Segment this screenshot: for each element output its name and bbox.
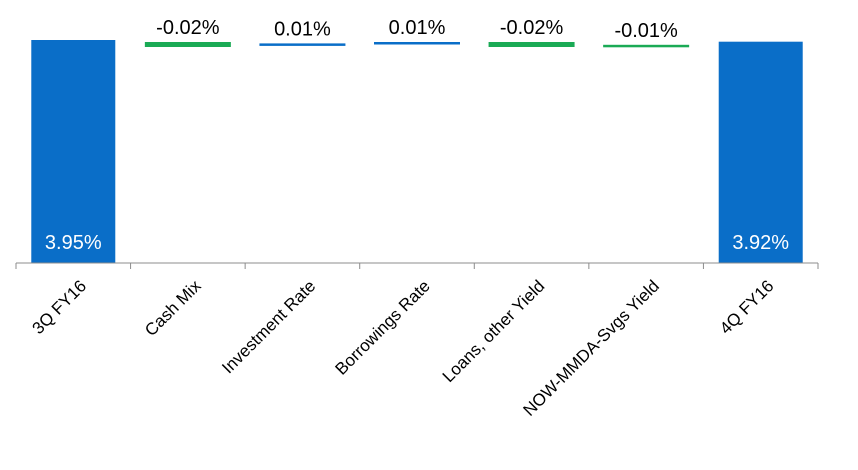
category-label: NOW-MMDA-Svgs Yield <box>520 276 663 419</box>
category-label: Borrowings Rate <box>332 276 434 378</box>
category-label: Cash Mix <box>141 276 205 340</box>
delta-bar-label: -0.01% <box>614 20 678 42</box>
delta-bar-label: 0.01% <box>389 17 446 39</box>
delta-bar-label: -0.02% <box>500 17 564 39</box>
x-axis-ticks-group <box>15 263 819 269</box>
total-bar-label: 3.92% <box>732 232 789 254</box>
category-labels-group: 3Q FY16 Cash Mix Investment Rate Borrowings… <box>29 276 778 420</box>
category-label: Loans, other Yield <box>439 276 549 386</box>
value-labels-group: 3.95% -0.02% 0.01% 0.01% -0.02% -0.01% 3.92% <box>45 17 789 254</box>
total-bar-label: 3.95% <box>45 232 102 254</box>
category-label: 4Q FY16 <box>716 276 778 338</box>
negative-delta-bar <box>603 44 690 48</box>
total-bar <box>31 40 116 263</box>
total-bar <box>718 41 803 264</box>
category-label: Investment Rate <box>218 276 319 377</box>
category-label: 3Q FY16 <box>29 276 91 338</box>
delta-bar-label: -0.02% <box>156 17 220 39</box>
negative-delta-bar <box>144 42 231 47</box>
delta-bar-label: 0.01% <box>274 18 331 40</box>
positive-delta-bar <box>259 43 346 46</box>
bars-group <box>31 40 803 264</box>
positive-delta-bar <box>374 42 460 45</box>
negative-delta-bar <box>488 42 575 47</box>
